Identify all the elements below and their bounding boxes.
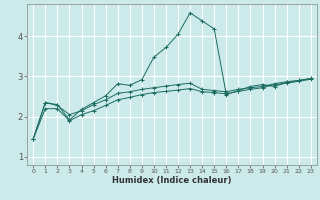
X-axis label: Humidex (Indice chaleur): Humidex (Indice chaleur) [112, 176, 232, 185]
